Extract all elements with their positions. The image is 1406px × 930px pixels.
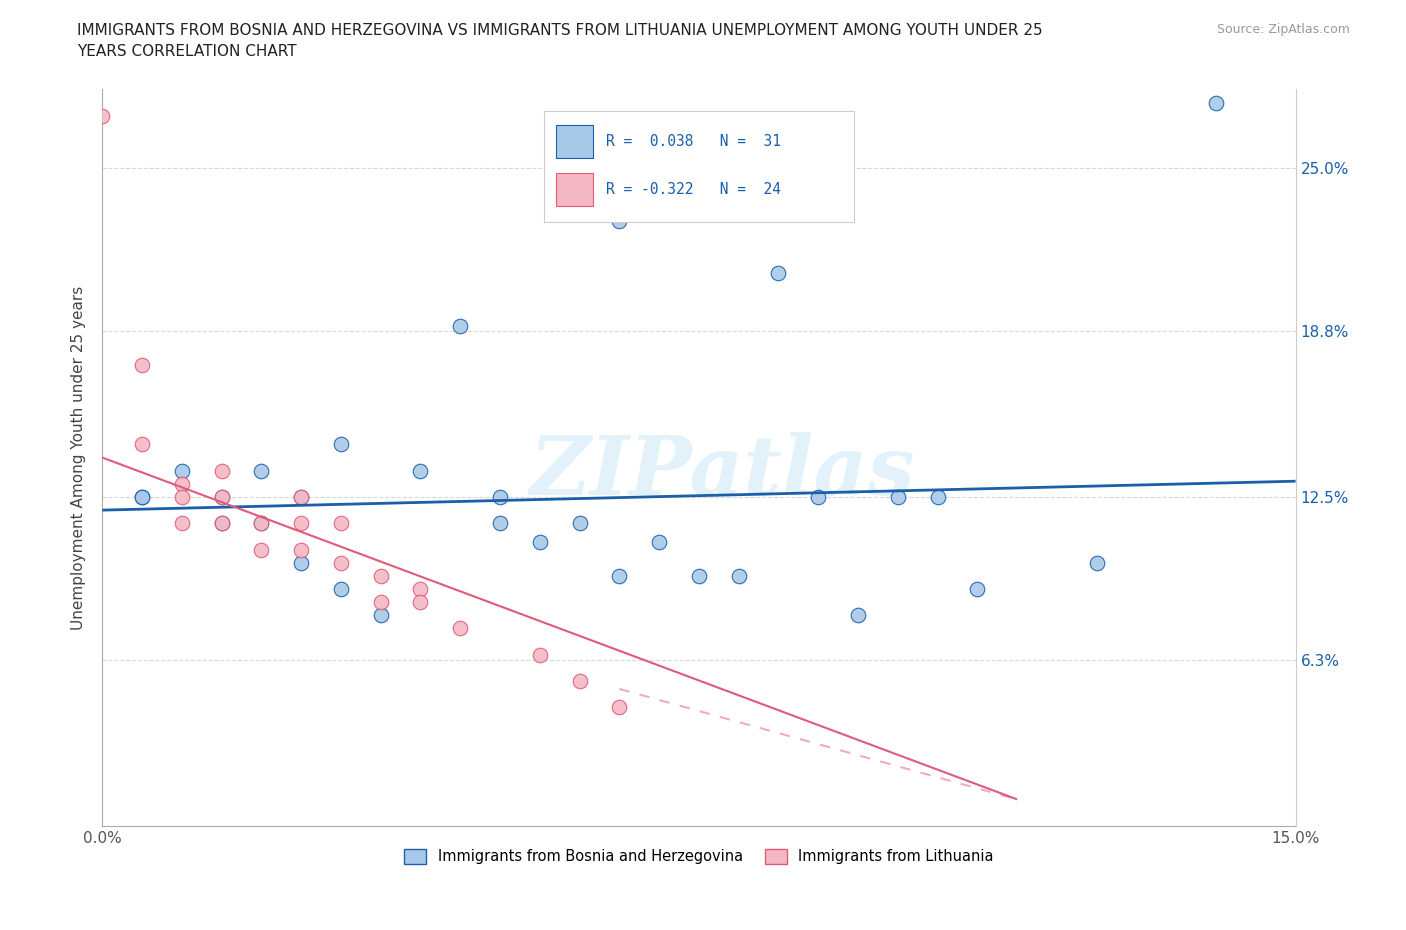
Point	[131, 489, 153, 504]
Point	[529, 647, 551, 662]
Point	[170, 516, 193, 531]
Point	[807, 489, 830, 504]
Point	[529, 534, 551, 549]
Point	[449, 319, 471, 334]
Point	[170, 463, 193, 478]
Point	[290, 542, 312, 557]
Point	[290, 489, 312, 504]
Point	[966, 581, 988, 596]
Point	[170, 476, 193, 491]
Point	[370, 594, 392, 609]
Point	[290, 489, 312, 504]
Point	[1085, 555, 1108, 570]
Point	[250, 463, 273, 478]
Point	[250, 516, 273, 531]
Point	[211, 463, 233, 478]
Point	[211, 516, 233, 531]
Point	[329, 581, 352, 596]
Point	[170, 489, 193, 504]
Text: Source: ZipAtlas.com: Source: ZipAtlas.com	[1216, 23, 1350, 36]
Point	[768, 266, 790, 281]
Point	[607, 214, 630, 229]
Point	[250, 516, 273, 531]
Point	[290, 516, 312, 531]
Point	[370, 608, 392, 623]
Legend: Immigrants from Bosnia and Herzegovina, Immigrants from Lithuania: Immigrants from Bosnia and Herzegovina, …	[398, 843, 1000, 870]
Point	[568, 516, 591, 531]
Point	[846, 608, 869, 623]
Point	[648, 534, 671, 549]
Y-axis label: Unemployment Among Youth under 25 years: Unemployment Among Youth under 25 years	[72, 286, 86, 630]
Point	[409, 594, 432, 609]
Point	[91, 108, 114, 123]
Point	[887, 489, 910, 504]
Point	[489, 489, 512, 504]
Point	[131, 437, 153, 452]
Point	[1205, 95, 1227, 110]
Point	[211, 489, 233, 504]
Point	[927, 489, 949, 504]
Point	[409, 581, 432, 596]
Point	[211, 489, 233, 504]
Text: ZIPatlas: ZIPatlas	[530, 432, 915, 512]
Point	[290, 555, 312, 570]
Point	[568, 673, 591, 688]
Point	[131, 489, 153, 504]
Point	[607, 700, 630, 715]
Point	[607, 568, 630, 583]
Point	[329, 555, 352, 570]
Point	[131, 358, 153, 373]
Text: YEARS CORRELATION CHART: YEARS CORRELATION CHART	[77, 44, 297, 59]
Point	[250, 542, 273, 557]
Point	[370, 568, 392, 583]
Text: IMMIGRANTS FROM BOSNIA AND HERZEGOVINA VS IMMIGRANTS FROM LITHUANIA UNEMPLOYMENT: IMMIGRANTS FROM BOSNIA AND HERZEGOVINA V…	[77, 23, 1043, 38]
Point	[211, 516, 233, 531]
Point	[449, 621, 471, 636]
Point	[409, 463, 432, 478]
Point	[727, 568, 749, 583]
Point	[329, 516, 352, 531]
Point	[489, 516, 512, 531]
Point	[688, 568, 710, 583]
Point	[329, 437, 352, 452]
